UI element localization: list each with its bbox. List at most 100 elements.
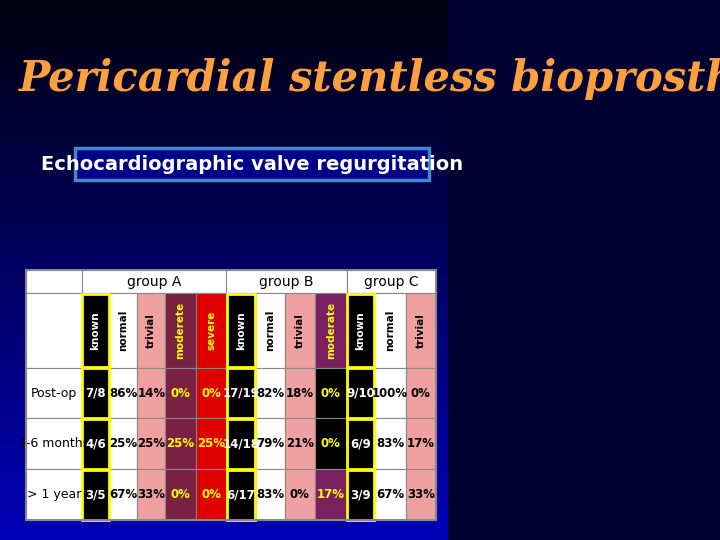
Bar [0, 378, 448, 383]
Bar [315, 368, 347, 418]
Bar [0, 518, 448, 524]
Text: known: known [91, 311, 101, 350]
Bar [0, 265, 448, 270]
Bar [75, 148, 429, 180]
Bar [285, 469, 315, 520]
Bar [0, 464, 448, 470]
Bar [26, 270, 82, 293]
Bar [109, 469, 137, 520]
Bar [0, 227, 448, 232]
Bar [0, 275, 448, 281]
Text: 9/10: 9/10 [346, 387, 374, 400]
Bar [0, 130, 448, 135]
Bar [0, 351, 448, 356]
Bar [0, 319, 448, 324]
Text: 4/6: 4/6 [85, 437, 106, 450]
Bar [0, 221, 448, 227]
Bar [0, 200, 448, 205]
Bar [406, 469, 436, 520]
Bar [196, 469, 226, 520]
Text: Echocardiographic valve regurgitation: Echocardiographic valve regurgitation [41, 154, 463, 173]
Bar [166, 293, 196, 368]
Bar [0, 92, 448, 97]
Text: 0%: 0% [171, 387, 191, 400]
Bar [315, 469, 347, 520]
Bar [82, 368, 109, 418]
Bar [137, 418, 166, 469]
Bar [109, 418, 137, 469]
Bar [0, 486, 448, 491]
Bar [0, 124, 448, 130]
Bar [0, 410, 448, 416]
Bar [0, 113, 448, 119]
Bar [0, 194, 448, 200]
Bar [347, 270, 436, 293]
Bar [285, 418, 315, 469]
Bar [137, 469, 166, 520]
Bar [0, 432, 448, 437]
Text: 86%: 86% [109, 387, 138, 400]
Bar [0, 81, 448, 86]
Text: 0%: 0% [411, 387, 431, 400]
Text: moderate: moderate [325, 302, 336, 359]
Bar [227, 419, 256, 469]
Text: 0%: 0% [321, 437, 341, 450]
Bar [0, 335, 448, 340]
Bar [82, 419, 109, 469]
Bar [82, 294, 109, 367]
Text: 17/19: 17/19 [222, 387, 260, 400]
Bar [285, 293, 315, 368]
Text: 82%: 82% [256, 387, 284, 400]
Bar [0, 383, 448, 389]
Bar [0, 135, 448, 140]
Bar [347, 368, 374, 418]
Bar [0, 27, 448, 32]
Bar [406, 293, 436, 368]
Text: 6/17: 6/17 [227, 488, 256, 501]
Bar [0, 178, 448, 184]
Bar [0, 443, 448, 448]
Text: 0%: 0% [321, 387, 341, 400]
Bar [0, 86, 448, 92]
Bar [0, 535, 448, 540]
Bar [0, 297, 448, 302]
Bar [0, 146, 448, 151]
Bar [26, 469, 82, 520]
Bar [82, 418, 109, 469]
Bar [0, 324, 448, 329]
Text: 100%: 100% [372, 387, 408, 400]
Bar [374, 368, 406, 418]
Bar [0, 216, 448, 221]
Bar [347, 294, 374, 367]
Bar [0, 513, 448, 518]
Bar [0, 389, 448, 394]
Bar [226, 469, 256, 520]
Text: 3/9: 3/9 [350, 488, 371, 501]
Bar [0, 416, 448, 421]
Bar [0, 308, 448, 313]
Bar [0, 405, 448, 410]
Text: Post-op: Post-op [31, 387, 77, 400]
Text: 25%: 25% [166, 437, 194, 450]
Bar [166, 368, 196, 418]
Bar [166, 469, 196, 520]
Text: normal: normal [266, 310, 276, 351]
Bar [226, 270, 347, 293]
Text: known: known [356, 311, 365, 350]
Bar [0, 302, 448, 308]
Bar [0, 184, 448, 189]
Bar [0, 22, 448, 27]
Text: 83%: 83% [376, 437, 404, 450]
Text: 0%: 0% [171, 488, 191, 501]
Bar [82, 469, 109, 520]
Bar [0, 167, 448, 173]
Text: 17%: 17% [317, 488, 345, 501]
Text: 18%: 18% [286, 387, 314, 400]
Bar [0, 367, 448, 373]
Bar [82, 270, 226, 293]
Bar [0, 232, 448, 238]
Bar [0, 254, 448, 259]
Text: 67%: 67% [376, 488, 404, 501]
Text: 17%: 17% [407, 437, 435, 450]
Text: 33%: 33% [407, 488, 435, 501]
